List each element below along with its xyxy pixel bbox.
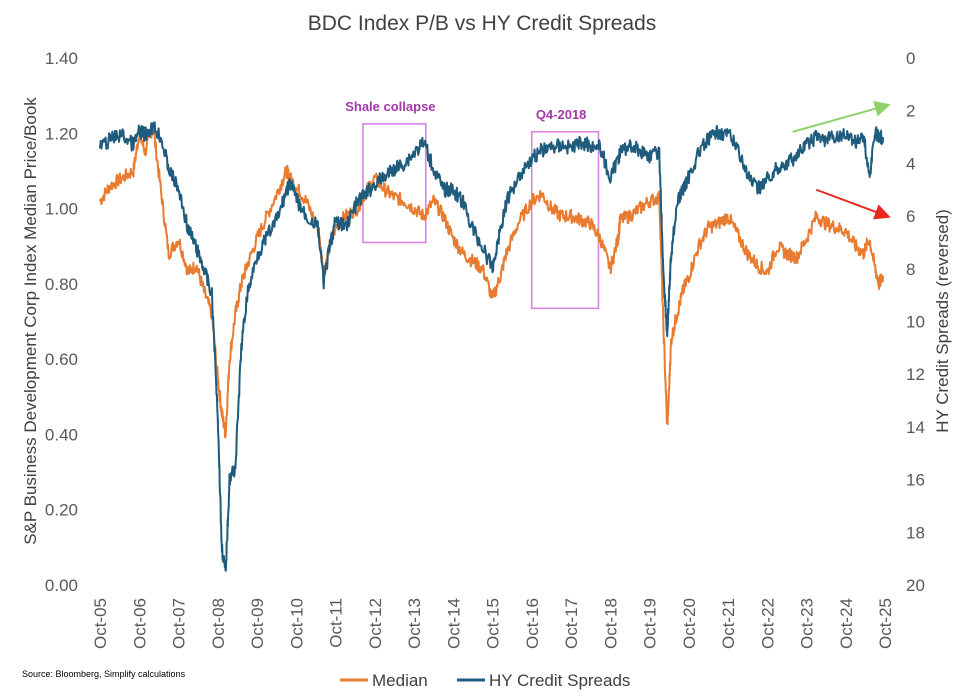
trend-arrow — [815, 188, 891, 220]
x-axis-ticks: Oct-05 Oct-06 Oct-07 Oct-08 Oct-09 Oct-10 Oct-… — [91, 598, 895, 649]
y-tick-label: 0.40 — [45, 425, 78, 444]
x-tick-label: Oct-20 — [680, 598, 699, 649]
y2-tick-label: 14 — [906, 418, 925, 437]
x-tick-label: Oct-07 — [170, 598, 189, 649]
y2-tick-label: 2 — [906, 102, 915, 121]
y-tick-label: 0.00 — [45, 576, 78, 595]
source-note: Source: Bloomberg, Simplify calculations — [22, 669, 186, 679]
chart-title: BDC Index P/B vs HY Credit Spreads — [308, 12, 657, 35]
x-tick-label: Oct-15 — [484, 598, 503, 649]
y-axis-title: S&P Business Development Corp Index Medi… — [21, 97, 40, 545]
y2-tick-label: 18 — [906, 523, 925, 542]
x-tick-label: Oct-21 — [719, 598, 738, 649]
trend-arrows — [792, 100, 891, 220]
x-tick-label: Oct-18 — [601, 598, 620, 649]
x-tick-label: Oct-19 — [641, 598, 660, 649]
annotation-label: Q4-2018 — [536, 107, 587, 122]
y2-tick-label: 20 — [906, 576, 925, 595]
x-tick-label: Oct-06 — [130, 598, 149, 649]
y2-tick-label: 8 — [906, 260, 915, 279]
y-tick-label: 0.20 — [45, 501, 78, 520]
y-tick-label: 0.60 — [45, 350, 78, 369]
y2-tick-label: 10 — [906, 313, 925, 332]
x-tick-label: Oct-24 — [837, 598, 856, 649]
y2-tick-label: 16 — [906, 471, 925, 490]
y2-axis-title: HY Credit Spreads (reversed) — [933, 209, 952, 433]
x-tick-label: Oct-22 — [758, 598, 777, 649]
y-tick-label: 1.20 — [45, 124, 78, 143]
y2-tick-label: 0 — [906, 49, 915, 68]
y2-tick-label: 12 — [906, 365, 925, 384]
legend-label: HY Credit Spreads — [489, 671, 630, 690]
annotation-box — [530, 130, 600, 310]
series-lines — [99, 121, 884, 572]
y-tick-label: 0.80 — [45, 275, 78, 294]
x-tick-label: Oct-09 — [248, 598, 267, 649]
x-tick-label: Oct-23 — [798, 598, 817, 649]
x-tick-label: Oct-05 — [91, 598, 110, 649]
annotation-boxes: Shale collapse Q4-2018 — [345, 99, 600, 310]
y2-tick-label: 6 — [906, 207, 915, 226]
y2-axis-ticks: 0 2 4 6 8 10 12 14 16 18 20 — [906, 49, 925, 595]
y-tick-label: 1.40 — [45, 49, 78, 68]
x-tick-label: Oct-25 — [876, 598, 895, 649]
y2-tick-label: 4 — [906, 154, 915, 173]
trend-arrow — [792, 100, 891, 133]
x-tick-label: Oct-08 — [209, 598, 228, 649]
legend-label: Median — [372, 671, 428, 690]
series-line-hy-credit-spreads — [99, 121, 884, 572]
x-tick-label: Oct-10 — [287, 598, 306, 649]
x-tick-label: Oct-11 — [327, 598, 346, 648]
x-tick-label: Oct-17 — [562, 598, 581, 649]
annotation-box — [362, 123, 427, 244]
x-tick-label: Oct-13 — [405, 598, 424, 649]
series-line-median — [99, 128, 884, 439]
x-tick-label: Oct-14 — [444, 598, 463, 649]
x-tick-label: Oct-12 — [366, 598, 385, 649]
x-tick-label: Oct-16 — [523, 598, 542, 649]
annotation-label: Shale collapse — [345, 99, 435, 114]
y-tick-label: 1.00 — [45, 200, 78, 219]
legend: Median HY Credit Spreads — [340, 671, 630, 690]
y-axis-ticks: 0.00 0.20 0.40 0.60 0.80 1.00 1.20 1.40 — [45, 49, 78, 595]
